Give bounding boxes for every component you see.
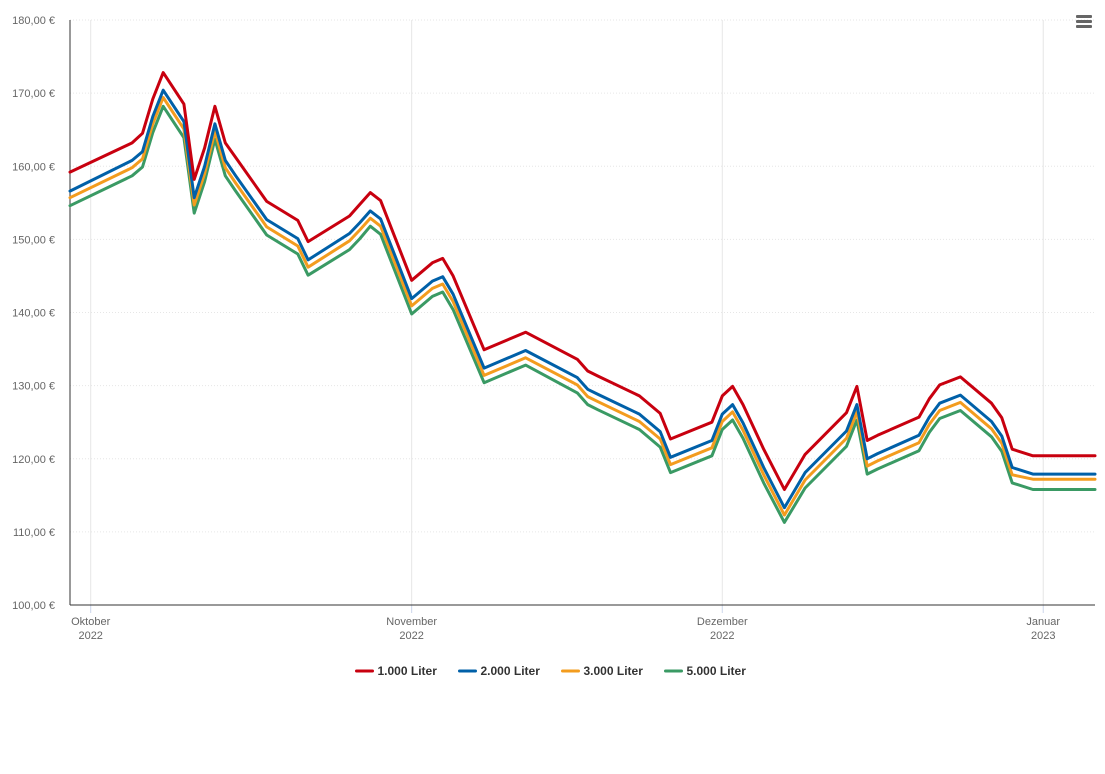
- x-tick-year-label: 2022: [78, 630, 102, 642]
- series-line-2[interactable]: [68, 88, 1097, 510]
- y-tick-label: 110,00 €: [13, 527, 55, 539]
- y-tick-label: 140,00 €: [12, 308, 55, 320]
- x-tick-label: Oktober: [71, 616, 110, 628]
- y-tick-label: 180,00 €: [12, 15, 55, 27]
- legend-item-1[interactable]: 1.000 Liter: [355, 664, 438, 678]
- x-tick-label: Dezember: [697, 616, 748, 628]
- series-line-3[interactable]: [68, 96, 1097, 517]
- menu-bar: [1076, 20, 1092, 23]
- x-tick-label: November: [386, 616, 437, 628]
- legend: 1.000 Liter 2.000 Liter 3.000 Liter 5.000 L…: [355, 664, 747, 678]
- legend-label: 5.000 Liter: [687, 664, 747, 678]
- legend-item-4[interactable]: 5.000 Liter: [664, 664, 747, 678]
- x-tick-year-label: 2022: [399, 630, 423, 642]
- series-line-1[interactable]: [68, 71, 1097, 491]
- legend-item-2[interactable]: 2.000 Liter: [458, 664, 541, 678]
- y-tick-label: 150,00 €: [12, 234, 55, 246]
- menu-bar: [1076, 15, 1092, 18]
- hamburger-menu-icon[interactable]: [1072, 12, 1096, 32]
- x-tick-year-label: 2023: [1031, 630, 1055, 642]
- legend-label: 2.000 Liter: [481, 664, 541, 678]
- y-tick-label: 170,00 €: [12, 88, 55, 100]
- axes: 100,00 € 110,00 € 120,00 € 130,00 € 140,00 €…: [12, 15, 1095, 642]
- x-tick-label: Januar: [1026, 616, 1060, 628]
- series-line-4[interactable]: [68, 104, 1097, 524]
- legend-label: 1.000 Liter: [378, 664, 438, 678]
- x-tick-year-label: 2022: [710, 630, 734, 642]
- series-lines: [68, 71, 1097, 524]
- y-tick-label: 130,00 €: [12, 381, 55, 393]
- grid-lines: [70, 19, 1095, 605]
- legend-item-3[interactable]: 3.000 Liter: [561, 664, 644, 678]
- y-tick-label: 120,00 €: [12, 454, 55, 466]
- menu-bar: [1076, 25, 1092, 28]
- y-tick-label: 160,00 €: [12, 161, 55, 173]
- y-tick-label: 100,00 €: [12, 600, 55, 612]
- legend-label: 3.000 Liter: [584, 664, 644, 678]
